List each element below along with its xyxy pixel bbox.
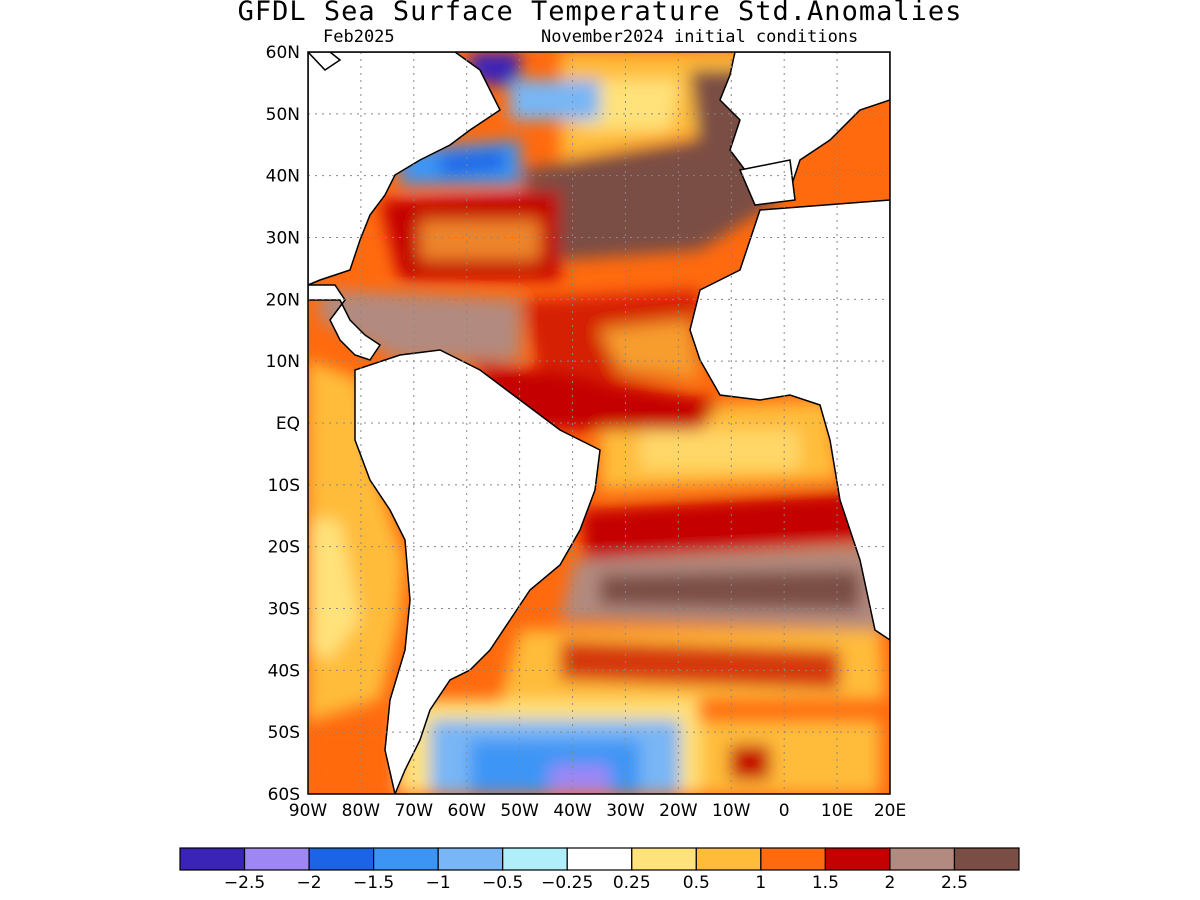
lon-tick-label: 10W xyxy=(712,801,751,821)
longitude-axis: 90W 80W 70W 60W 50W 40W 30W 20W 10W 0 10E 20E xyxy=(289,801,906,821)
colorbar-swatch xyxy=(437,847,504,871)
lon-tick-label: 90W xyxy=(289,801,328,821)
lon-tick-label: 30W xyxy=(606,801,645,821)
colorbar-swatch xyxy=(953,847,1020,871)
graticule xyxy=(308,52,890,794)
colorbar xyxy=(179,847,1020,871)
lat-tick-label: 50S xyxy=(268,723,300,743)
colorbar-label: 2.5 xyxy=(941,873,968,893)
colorbar-label: −0.5 xyxy=(482,873,523,893)
colorbar-label: 2 xyxy=(885,873,896,893)
lon-tick-label: 40W xyxy=(553,801,592,821)
colorbar-label: 1.5 xyxy=(812,873,839,893)
lat-tick-label: 10S xyxy=(268,476,300,496)
valid-month-label: Feb2025 xyxy=(323,27,395,47)
initial-conditions-label: November2024 initial conditions xyxy=(541,27,859,47)
colorbar-label: 0.25 xyxy=(613,873,651,893)
colorbar-swatch xyxy=(373,847,439,871)
lat-tick-label: 40S xyxy=(268,661,300,681)
colorbar-swatch xyxy=(760,847,826,871)
latitude-axis: 60N 50N 40N 30N 20N 10N EQ 10S 20S 30S 40S 50S 60S xyxy=(266,43,300,805)
lon-tick-label: 70W xyxy=(395,801,434,821)
colorbar-swatch xyxy=(889,847,956,871)
colorbar-label: 1 xyxy=(755,873,766,893)
colorbar-label: −0.25 xyxy=(541,873,593,893)
lon-tick-label: 60W xyxy=(448,801,487,821)
colorbar-swatch xyxy=(566,847,633,871)
lon-tick-label: 80W xyxy=(342,801,381,821)
anomaly-field xyxy=(308,52,890,794)
land-masses xyxy=(308,52,890,794)
lon-tick-label: 20W xyxy=(659,801,698,821)
map-title: GFDL Sea Surface Temperature Std.Anomali… xyxy=(237,0,963,27)
map-frame xyxy=(307,51,891,795)
colorbar-label: −1 xyxy=(426,873,451,893)
colorbar-swatch xyxy=(695,847,762,871)
colorbar-label: −2.5 xyxy=(224,873,265,893)
lat-tick-label: 30N xyxy=(266,229,300,249)
colorbar-swatch xyxy=(502,847,568,871)
lat-tick-label: 60S xyxy=(268,785,300,805)
lat-tick-label: 50N xyxy=(266,105,300,125)
colorbar-label: −1.5 xyxy=(353,873,394,893)
colorbar-swatch xyxy=(824,847,891,871)
colorbar-label: 0.5 xyxy=(683,873,710,893)
lat-tick-label: 10N xyxy=(266,352,300,372)
colorbar-swatch xyxy=(308,847,375,871)
colorbar-swatch xyxy=(243,847,310,871)
colorbar-labels: −2.5 −2 −1.5 −1 −0.5 −0.25 0.25 0.5 1 1.5 2 2.5 xyxy=(224,873,968,893)
lon-tick-label: 20E xyxy=(874,801,906,821)
lon-tick-label: 10E xyxy=(821,801,853,821)
colorbar-label: −2 xyxy=(297,873,322,893)
lat-tick-label: 20S xyxy=(268,538,300,558)
lat-tick-label: 30S xyxy=(268,600,300,620)
lat-tick-label: EQ xyxy=(276,414,300,434)
lat-tick-label: 40N xyxy=(266,167,300,187)
colorbar-swatch xyxy=(631,847,697,871)
lon-tick-label: 50W xyxy=(500,801,539,821)
lat-tick-label: 60N xyxy=(266,43,300,63)
lat-tick-label: 20N xyxy=(266,290,300,310)
colorbar-swatch xyxy=(179,847,246,871)
lon-tick-label: 0 xyxy=(779,801,790,821)
